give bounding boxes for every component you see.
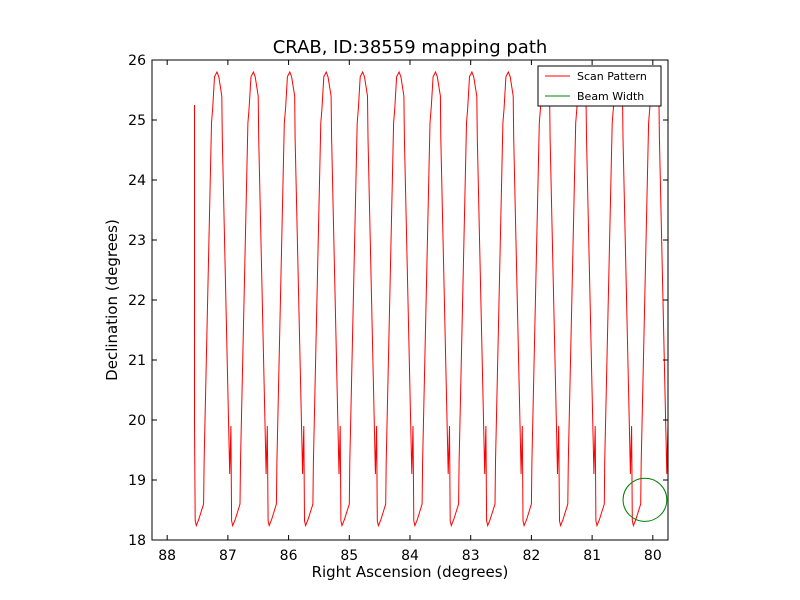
legend-label-scan-pattern: Scan Pattern — [577, 70, 647, 83]
y-tick-label: 18 — [128, 533, 146, 549]
legend-label-beam-width: Beam Width — [577, 90, 644, 103]
y-tick-label: 21 — [128, 353, 146, 369]
y-tick-label: 19 — [128, 473, 146, 489]
legend-box — [537, 65, 662, 107]
legend: Scan Pattern Beam Width — [537, 65, 662, 107]
x-tick-label: 83 — [462, 548, 480, 564]
x-axis-label: Right Ascension (degrees) — [312, 563, 509, 581]
chart-title: CRAB, ID:38559 mapping path — [273, 37, 548, 58]
y-tick-label: 22 — [128, 293, 146, 309]
y-tick-label: 20 — [128, 413, 146, 429]
y-tick-label: 25 — [128, 113, 146, 129]
x-tick-label: 82 — [522, 548, 540, 564]
x-tick-label: 81 — [583, 548, 601, 564]
x-tick-label: 86 — [280, 548, 298, 564]
x-tick-label: 84 — [401, 548, 419, 564]
plot-area — [152, 60, 668, 540]
scan-pattern-line — [194, 70, 668, 528]
y-tick-label: 26 — [128, 53, 146, 69]
y-axis: 18 19 20 21 22 23 24 25 26 — [128, 53, 668, 549]
x-tick-label: 87 — [219, 548, 237, 564]
x-tick-label: 88 — [158, 548, 176, 564]
x-tick-label: 80 — [644, 548, 662, 564]
y-tick-label: 23 — [128, 233, 146, 249]
x-tick-label: 85 — [340, 548, 358, 564]
y-axis-label: Declination (degrees) — [103, 219, 121, 381]
y-tick-label: 24 — [128, 173, 146, 189]
series-layer — [194, 70, 668, 528]
x-axis: 88 87 86 85 84 83 82 81 80 — [158, 60, 662, 564]
beam-width-circle — [622, 477, 668, 522]
